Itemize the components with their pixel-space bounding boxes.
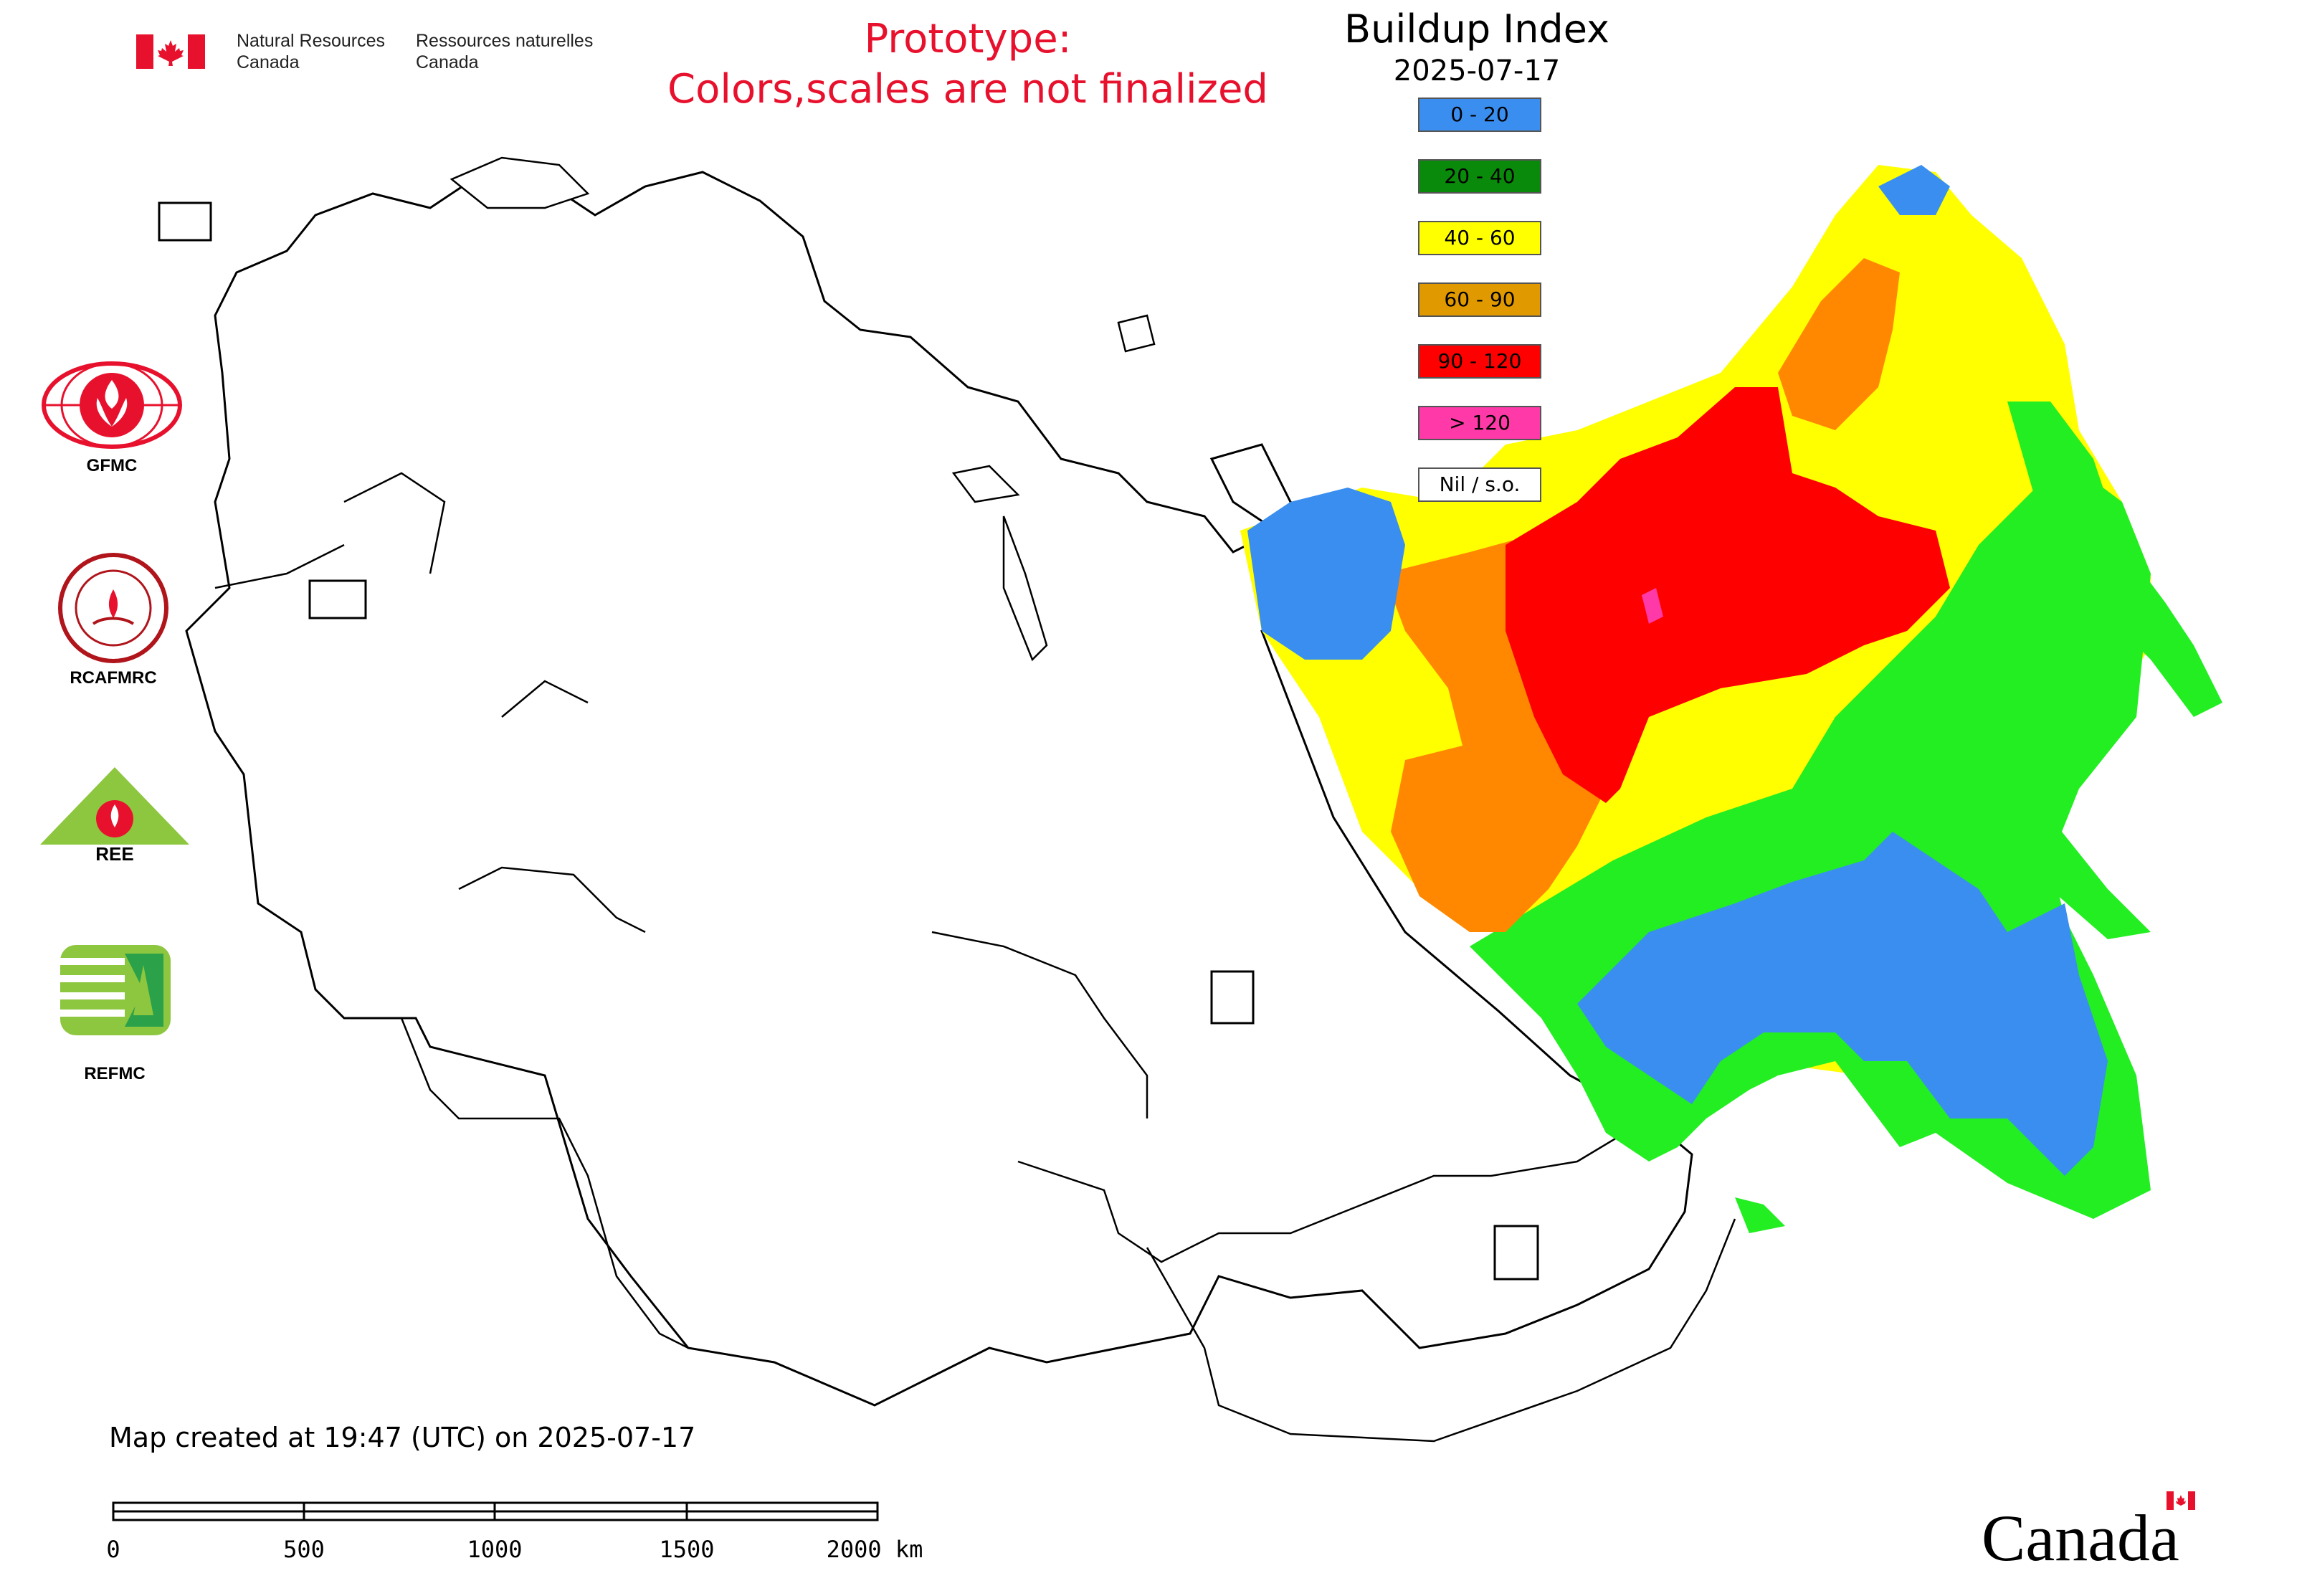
island-outline xyxy=(1002,516,1048,662)
gfmc-label: GFMC xyxy=(86,456,138,475)
department-name-en: Natural Resources Canada xyxy=(237,30,385,73)
department-name-fr-line2: Canada xyxy=(416,52,479,72)
island-outline xyxy=(951,465,1020,503)
island-south xyxy=(1735,1197,1785,1233)
map-created-timestamp: Map created at 19:47 (UTC) on 2025-07-17 xyxy=(109,1422,696,1453)
legend-item-40-60: 40 - 60 xyxy=(1418,221,1541,255)
rcafmrc-label: RCAFMRC xyxy=(70,668,157,688)
canada-wordmark-text: Canada xyxy=(1982,1501,2179,1574)
scale-tick-1500: 1500 xyxy=(659,1536,714,1563)
gfmc-map-marker xyxy=(158,201,212,242)
prototype-line1: Prototype: xyxy=(864,16,1072,62)
scale-tick-0: 0 xyxy=(108,1536,120,1563)
scale-tick-1000: 1000 xyxy=(467,1536,522,1563)
refmc-logo-icon xyxy=(60,945,171,1035)
department-name-fr-line1: Ressources naturelles xyxy=(416,31,594,51)
island-east xyxy=(2007,810,2151,939)
department-name-fr: Ressources naturelles Canada xyxy=(416,30,593,73)
zone-blue-northeast xyxy=(1878,165,1950,215)
reefmc-map-marker xyxy=(308,579,367,619)
rcafmrc-map-marker xyxy=(1493,1225,1539,1281)
zone-magenta xyxy=(1642,588,1663,624)
department-name-en-line2: Canada xyxy=(237,52,300,72)
neighbour-outline xyxy=(214,472,1736,1443)
refmc-label: REFMC xyxy=(84,1064,146,1083)
zone-red xyxy=(1506,387,1950,803)
nrcan-signature: Natural Resources Canada Ressources natu… xyxy=(136,26,609,76)
legend-item-gt120: > 120 xyxy=(1418,406,1541,440)
refmc-map-marker xyxy=(1210,970,1255,1025)
zone-blue xyxy=(1577,832,2108,1176)
svg-text:REE: REE xyxy=(95,843,133,865)
zone-blue-northwest xyxy=(1247,488,1405,660)
legend-item-60-90: 60 - 90 xyxy=(1418,282,1541,317)
zone-orange-north xyxy=(1778,258,1900,430)
scale-tick-500: 500 xyxy=(283,1536,325,1563)
scale-tick-2000: 2000 km xyxy=(827,1536,923,1563)
canada-wordmark: Canada xyxy=(1982,1491,2195,1574)
prototype-notice: Prototype: Colors,scales are not finaliz… xyxy=(667,14,1269,115)
reefmc-logo-icon: REE xyxy=(40,767,189,865)
legend-date: 2025-07-17 xyxy=(1393,54,1561,87)
legend-item-20-40: 20 - 40 xyxy=(1418,159,1541,194)
island-outline xyxy=(1117,314,1156,353)
index-overlay xyxy=(1240,165,2222,1233)
department-name-en-line1: Natural Resources xyxy=(237,31,386,51)
legend-item-nil: Nil / s.o. xyxy=(1418,467,1541,502)
legend-title: Buildup Index xyxy=(1344,6,1609,52)
scale-bar: 0 500 1000 1500 2000 km xyxy=(108,1501,923,1563)
wordmark-flag-icon xyxy=(2167,1491,2195,1510)
prototype-line2: Colors,scales are not finalized xyxy=(667,66,1268,113)
gfmc-logo-icon xyxy=(42,361,182,449)
peninsula-east xyxy=(2007,402,2222,717)
rcafmrc-logo-icon xyxy=(58,553,168,663)
canada-flag-icon xyxy=(136,34,205,69)
island-outline xyxy=(450,156,590,209)
legend-item-0-20: 0 - 20 xyxy=(1418,98,1541,132)
legend-item-90-120: 90 - 120 xyxy=(1418,344,1541,379)
